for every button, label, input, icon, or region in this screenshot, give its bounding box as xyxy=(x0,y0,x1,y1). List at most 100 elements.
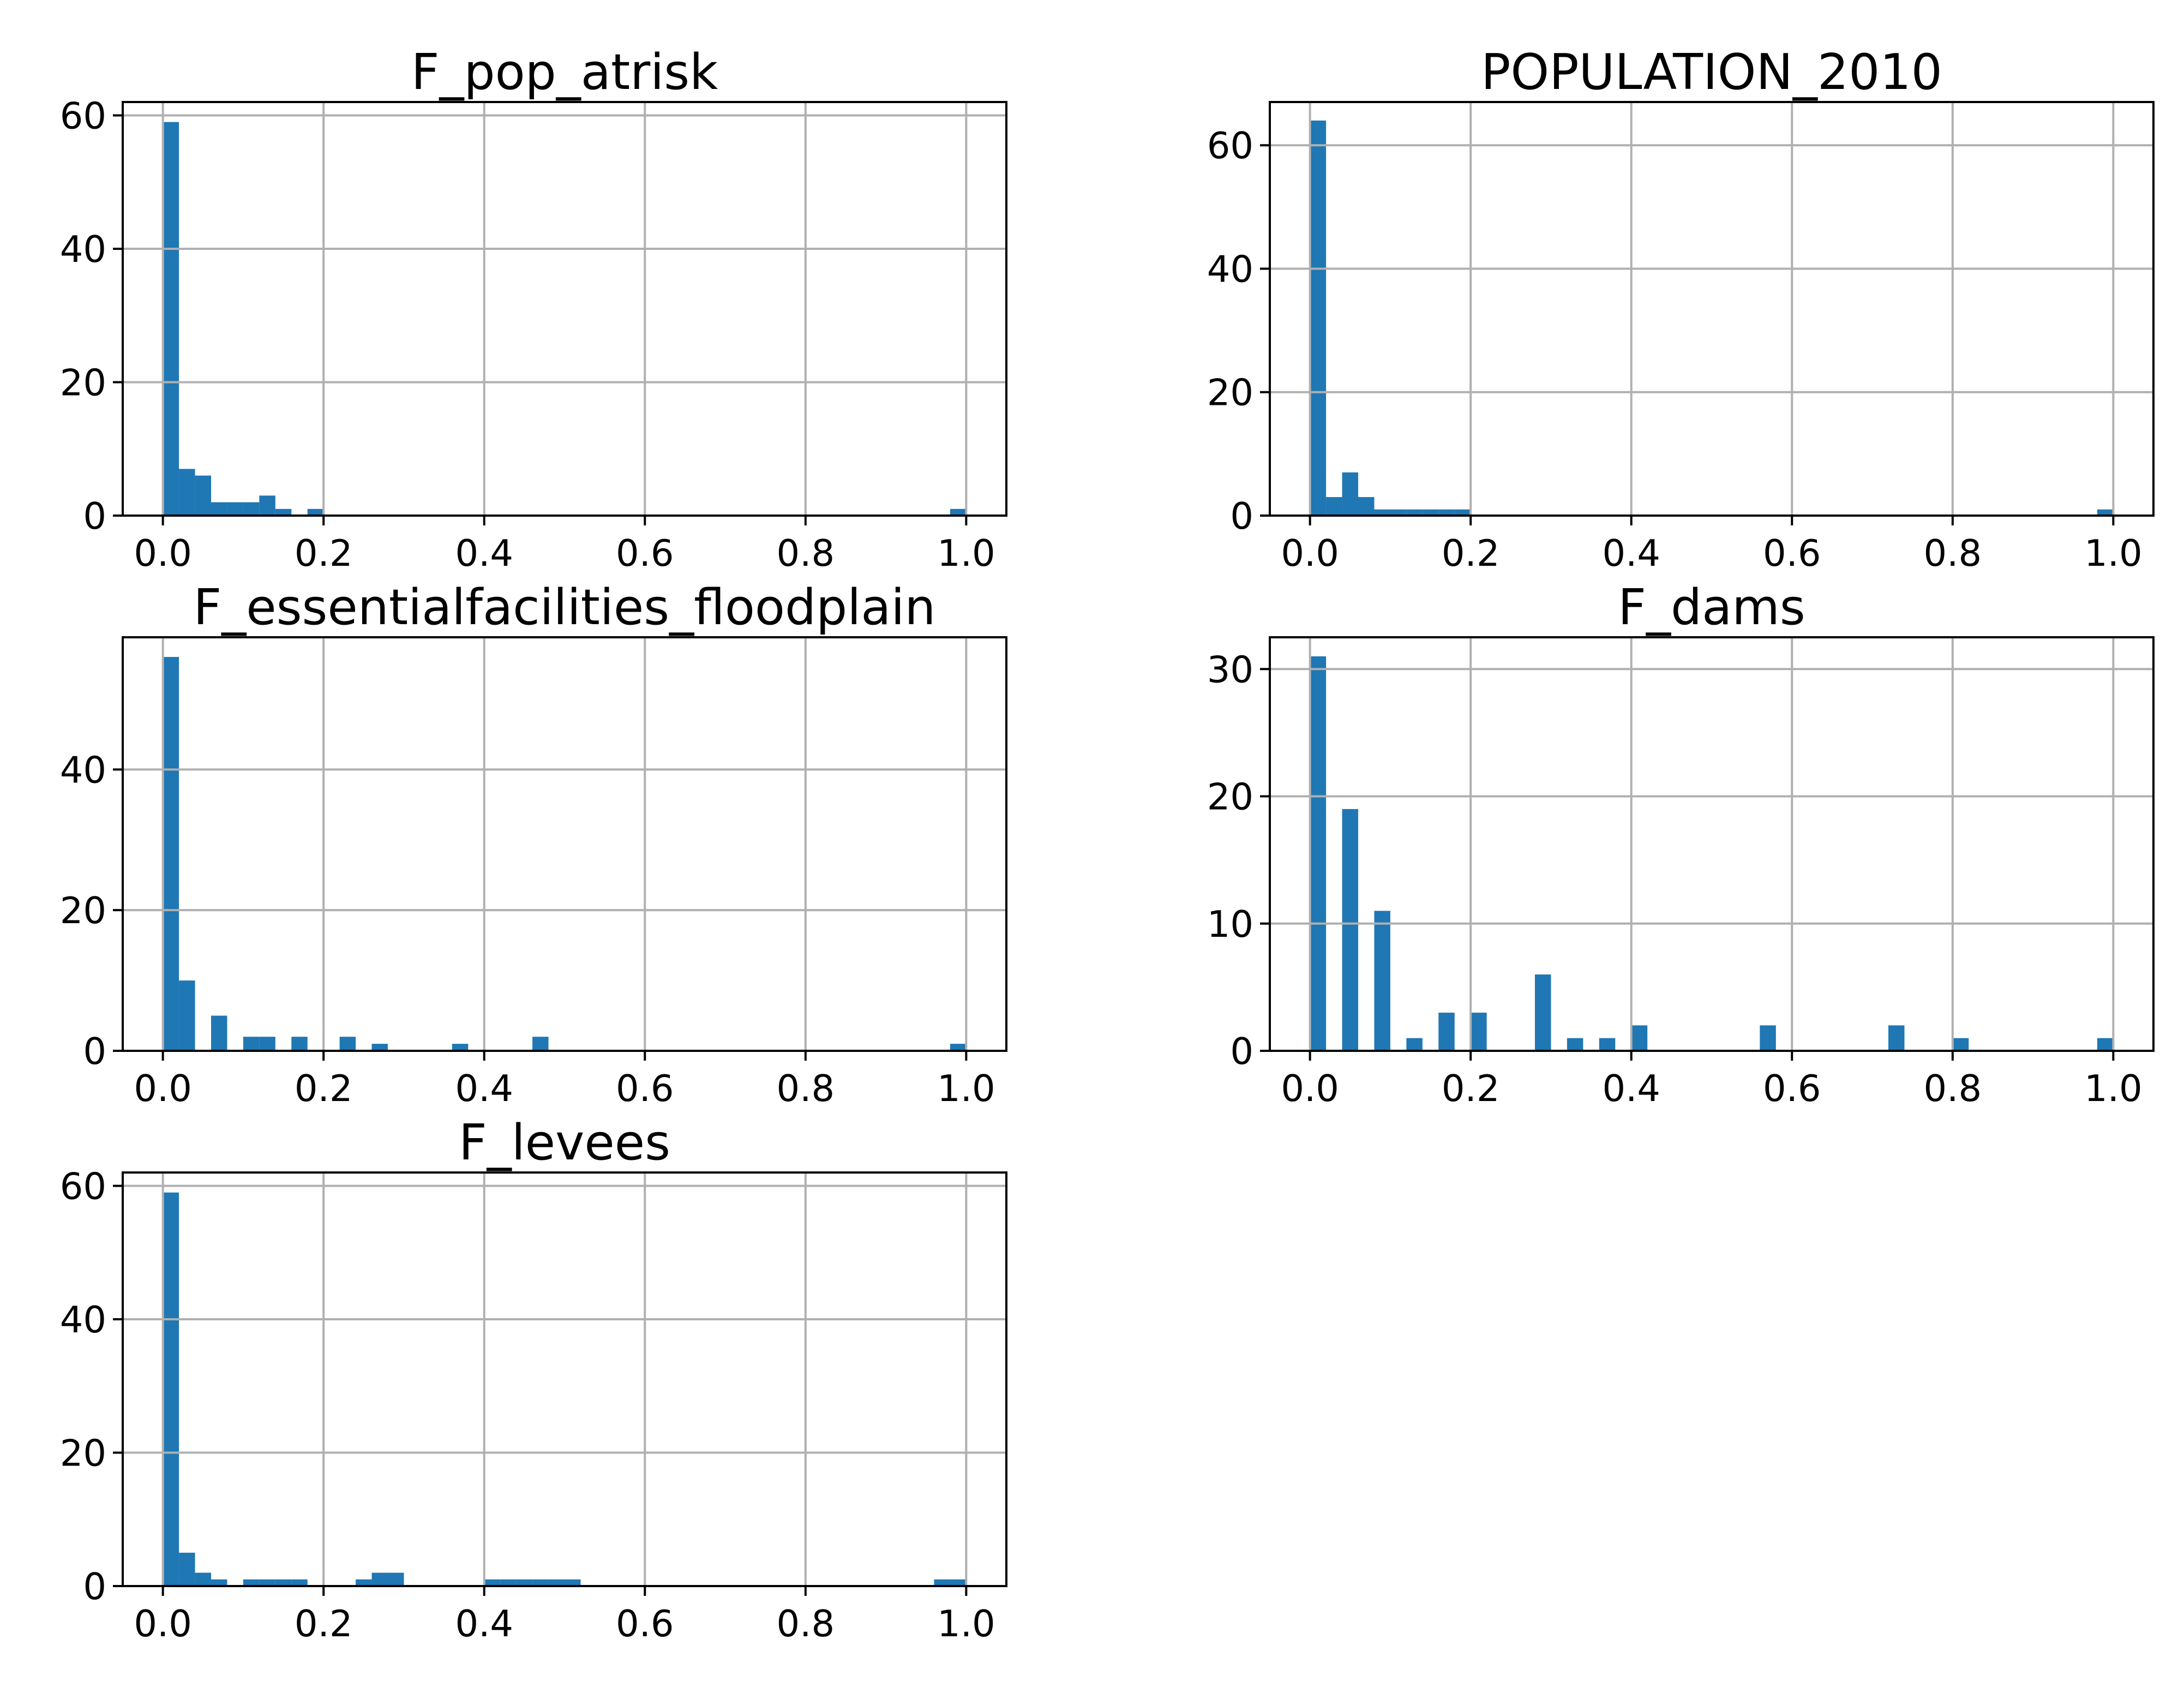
axes-frame xyxy=(1269,101,2155,517)
subplot-4: 0.0 0.2 0.4 0.6 0.8 1.0 0 10 20 30 F_dams xyxy=(1207,579,2155,1110)
histogram-bar xyxy=(259,495,275,516)
x-tick-label: 0.2 xyxy=(295,1067,353,1110)
y-tick-label: 0 xyxy=(83,1565,106,1608)
subplot-3: 0.0 0.2 0.4 0.6 0.8 1.0 0 20 40 F_essentialfacili… xyxy=(60,579,1007,1110)
histogram-bar xyxy=(1390,509,1407,516)
histogram-bar xyxy=(2097,509,2114,516)
axes-frame xyxy=(1269,636,2155,1052)
histogram-bar xyxy=(339,1037,356,1051)
histogram-bar xyxy=(532,1037,549,1051)
histogram-bar xyxy=(163,657,179,1051)
histogram-bar xyxy=(179,1552,195,1586)
x-tick-label: 0.4 xyxy=(455,1067,513,1110)
histogram-bar xyxy=(452,1044,469,1051)
histogram-bar xyxy=(950,1044,967,1051)
x-tick-label: 0.6 xyxy=(1763,532,1821,575)
histogram-bar xyxy=(307,509,324,516)
x-tick-label: 0.6 xyxy=(616,1602,674,1645)
axes-frame xyxy=(122,101,1007,517)
histogram-bar xyxy=(291,1579,308,1586)
x-tick-label: 0.8 xyxy=(1924,1067,1982,1110)
y-tick-label: 20 xyxy=(1207,372,1253,414)
y-tick-label: 40 xyxy=(60,1299,106,1341)
x-tick-label: 0.0 xyxy=(134,1067,192,1110)
histogram-bar xyxy=(1374,911,1390,1051)
histogram-bar xyxy=(565,1579,581,1586)
histogram-bar xyxy=(227,502,243,516)
subplot-1: 0.0 0.2 0.4 0.6 0.8 1.0 0 20 40 60 F_pop_atrisk xyxy=(60,44,1007,575)
y-tick-label: 30 xyxy=(1207,648,1253,691)
y-tick-label: 40 xyxy=(1207,248,1253,290)
histogram-bar xyxy=(1631,1025,1648,1051)
y-tick-label: 0 xyxy=(83,1030,106,1073)
x-tick-label: 1.0 xyxy=(937,532,995,575)
histogram-bar xyxy=(484,1579,501,1586)
histogram-bar xyxy=(532,1579,549,1586)
x-tick-label: 0.0 xyxy=(134,532,192,575)
x-tick-label: 0.4 xyxy=(455,1602,513,1645)
histogram-bar xyxy=(1310,656,1327,1051)
y-tick-label: 60 xyxy=(1207,124,1253,167)
subplot-title: F_dams xyxy=(1618,579,1805,636)
y-tick-label: 20 xyxy=(60,1432,106,1474)
x-tick-label: 0.8 xyxy=(1924,532,1982,575)
y-tick-label: 40 xyxy=(60,228,106,271)
subplot-title: POPULATION_2010 xyxy=(1481,44,1942,101)
x-tick-label: 1.0 xyxy=(937,1602,995,1645)
histogram-bar xyxy=(179,469,195,516)
histogram-bar xyxy=(163,1192,179,1586)
histogram-bar xyxy=(1888,1025,1905,1051)
x-tick-label: 0.8 xyxy=(777,532,835,575)
histogram-bar xyxy=(1406,509,1423,516)
x-tick-label: 0.6 xyxy=(616,532,674,575)
histogram-bar xyxy=(243,1037,260,1051)
histogram-bar xyxy=(275,509,292,516)
histogram-bar xyxy=(356,1579,372,1586)
histogram-bar xyxy=(1422,509,1439,516)
histogram-bar xyxy=(934,1579,950,1586)
histogram-bar xyxy=(1760,1025,1776,1051)
x-tick-label: 0.4 xyxy=(455,532,513,575)
histogram-bar xyxy=(291,1037,308,1051)
x-tick-label: 0.2 xyxy=(1442,1067,1500,1110)
x-tick-label: 0.2 xyxy=(295,532,353,575)
histogram-bar xyxy=(1358,497,1375,516)
histogram-bar xyxy=(548,1579,565,1586)
histogram-bar xyxy=(1535,974,1551,1051)
y-tick-label: 20 xyxy=(60,361,106,404)
x-tick-label: 0.8 xyxy=(777,1602,835,1645)
histogram-bar xyxy=(500,1579,517,1586)
y-tick-label: 0 xyxy=(1230,1030,1253,1073)
histogram-bar xyxy=(259,1037,275,1051)
x-tick-label: 0.0 xyxy=(1281,532,1339,575)
y-tick-label: 20 xyxy=(1207,776,1253,818)
histogram-bar xyxy=(211,1015,227,1051)
x-tick-label: 0.2 xyxy=(295,1602,353,1645)
histogram-bar xyxy=(950,1579,967,1586)
histogram-bar xyxy=(371,1572,388,1586)
histogram-bar xyxy=(1374,509,1390,516)
histogram-bar xyxy=(1952,1038,1969,1051)
subplot-2: 0.0 0.2 0.4 0.6 0.8 1.0 0 20 40 60 POPULATION_2010 xyxy=(1207,44,2155,575)
x-tick-label: 0.4 xyxy=(1602,1067,1660,1110)
axes-frame xyxy=(122,636,1007,1052)
x-tick-label: 0.0 xyxy=(1281,1067,1339,1110)
x-tick-label: 0.6 xyxy=(616,1067,674,1110)
histogram-bar xyxy=(1310,120,1327,516)
histogram-bar xyxy=(1438,1013,1455,1051)
y-tick-label: 60 xyxy=(60,94,106,137)
histogram-bar xyxy=(950,509,967,516)
histogram-bar xyxy=(1342,472,1358,516)
y-tick-label: 60 xyxy=(60,1165,106,1207)
histogram-bar xyxy=(195,1572,211,1586)
x-tick-label: 1.0 xyxy=(937,1067,995,1110)
x-tick-label: 0.4 xyxy=(1602,532,1660,575)
histogram-bar xyxy=(211,502,227,516)
axes-frame xyxy=(122,1171,1007,1587)
histogram-bar xyxy=(1471,1013,1487,1051)
histogram-bar xyxy=(2097,1038,2114,1051)
histogram-bar xyxy=(243,1579,260,1586)
histogram-bar xyxy=(371,1044,388,1051)
histogram-bar xyxy=(1342,809,1358,1051)
